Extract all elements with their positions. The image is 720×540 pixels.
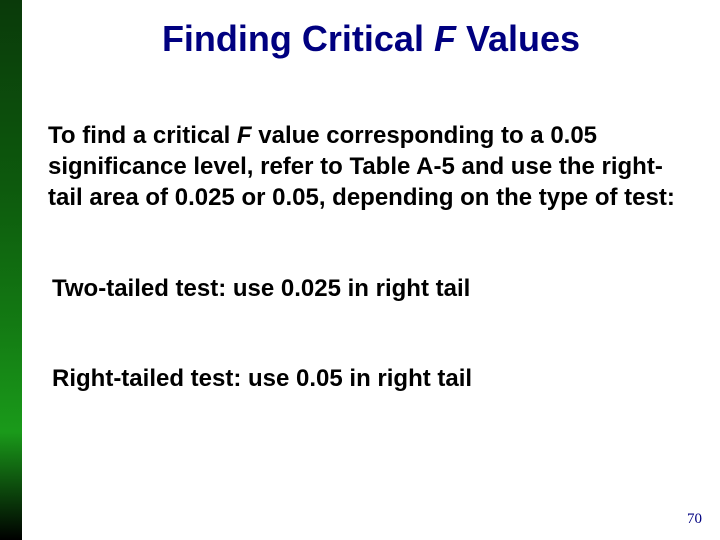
intro-paragraph: To find a critical F value corresponding… xyxy=(48,120,690,214)
right-tailed-line: Right-tailed test: use 0.05 in right tai… xyxy=(52,364,690,394)
title-italic-f: F xyxy=(434,18,456,59)
page-number: 70 xyxy=(687,511,702,528)
sidebar-accent xyxy=(0,0,22,540)
title-text-pre: Finding Critical xyxy=(162,18,434,59)
two-tailed-line: Two-tailed test: use 0.025 in right tail xyxy=(52,274,690,304)
para-pre: To find a critical xyxy=(48,122,237,149)
slide-title: Finding Critical F Values xyxy=(22,18,720,60)
title-text-post: Values xyxy=(456,18,580,59)
para-italic-f: F xyxy=(237,122,252,149)
slide-content: Finding Critical F Values To find a crit… xyxy=(22,0,720,540)
